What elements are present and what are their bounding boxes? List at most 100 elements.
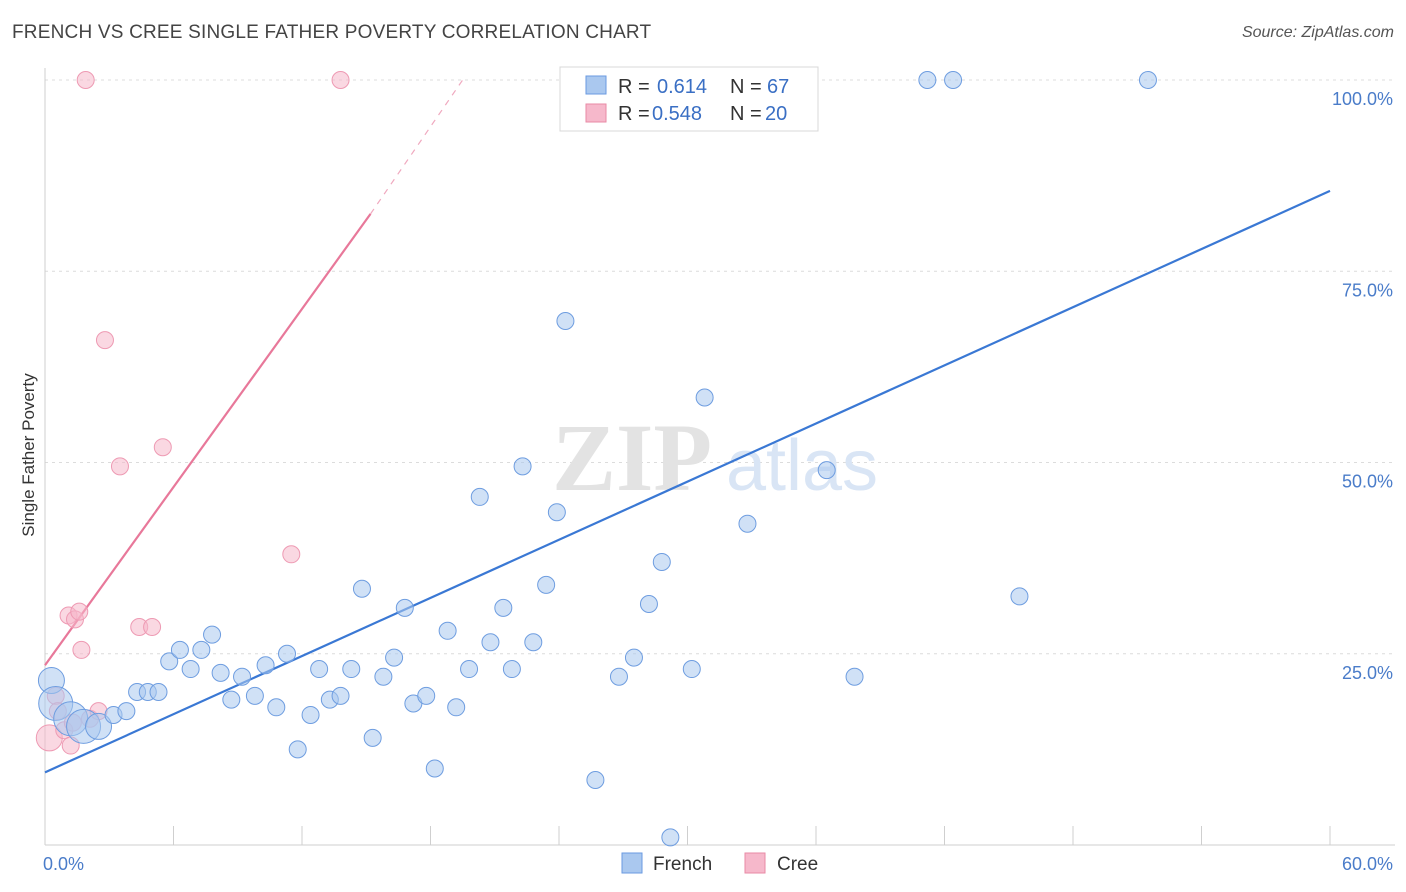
- x-tick-label-1: 60.0%: [1342, 854, 1393, 874]
- top-legend: R = 0.614 N = 67 R = 0.548 N = 20: [559, 66, 819, 132]
- chart-title: FRENCH VS CREE SINGLE FATHER POVERTY COR…: [12, 22, 652, 43]
- french-point-60: [817, 461, 836, 480]
- y-axis-title: Single Father Poverty: [19, 373, 38, 537]
- bottom-legend-french-label: French: [653, 854, 712, 875]
- french-trend-line: [44, 189, 1331, 774]
- french-point-54: [652, 552, 671, 571]
- french-point-55: [661, 828, 680, 847]
- french-point-29: [363, 728, 382, 747]
- y-tick-label-3: 100.0%: [1332, 89, 1393, 109]
- legend-cree-r-value: 0.548: [652, 103, 702, 125]
- french-point-37: [447, 698, 466, 717]
- french-point-56: [682, 660, 701, 679]
- french-point-28: [352, 579, 371, 598]
- french-point-52: [624, 648, 643, 667]
- cree-point-16: [143, 617, 162, 636]
- french-point-24: [310, 660, 329, 679]
- french-point-23: [301, 705, 320, 724]
- y-tick-label-0: 25.0%: [1342, 663, 1393, 683]
- y-tick-labels: 25.0% 50.0% 75.0% 100.0%: [1332, 89, 1393, 683]
- french-point-41: [494, 598, 513, 617]
- french-point-17: [233, 667, 252, 686]
- french-point-13: [192, 640, 211, 659]
- french-point-39: [470, 487, 489, 506]
- y-tick-label-1: 50.0%: [1342, 472, 1393, 492]
- french-point-27: [342, 660, 361, 679]
- grid-lines: [45, 79, 1395, 655]
- legend-cree-n-label: N =: [730, 103, 762, 125]
- french-point-49: [586, 770, 605, 789]
- french-point-47: [556, 311, 575, 330]
- french-point-57: [695, 388, 714, 407]
- cree-point-18: [282, 545, 301, 564]
- legend-french-n-value: 67: [767, 76, 789, 98]
- x-tick-label-0: 0.0%: [43, 854, 84, 874]
- french-point-58: [738, 514, 757, 533]
- french-point-32: [395, 598, 414, 617]
- axes: [44, 68, 1395, 846]
- french-point-51: [609, 667, 628, 686]
- watermark: ZIP atlas: [552, 404, 878, 511]
- bottom-legend-cree-swatch: [744, 852, 766, 874]
- cree-trend-line: [44, 213, 372, 666]
- cree-point-14: [110, 457, 129, 476]
- french-point-18: [245, 686, 264, 705]
- french-point-34: [417, 686, 436, 705]
- french-point-64: [1010, 587, 1029, 606]
- cree-point-19: [331, 71, 350, 89]
- french-point-35: [425, 759, 444, 778]
- french-point-36: [438, 621, 457, 640]
- french-point-53: [639, 595, 658, 614]
- cree-point-10: [76, 71, 95, 89]
- cree-point-8: [70, 602, 89, 621]
- legend-french-r-value: 0.614: [657, 76, 707, 98]
- french-point-30: [374, 667, 393, 686]
- french-point-44: [524, 633, 543, 652]
- french-point-31: [385, 648, 404, 667]
- french-point-42: [502, 660, 521, 679]
- french-point-20: [267, 698, 286, 717]
- french-point-38: [460, 660, 479, 679]
- french-point-43: [513, 457, 532, 476]
- french-point-15: [211, 663, 230, 682]
- watermark-atlas: atlas: [726, 426, 878, 506]
- legend-cree-n-value: 20: [765, 103, 787, 125]
- cree-point-9: [72, 640, 91, 659]
- cree-point-13: [95, 331, 114, 350]
- french-point-12: [181, 660, 200, 679]
- french-point-26: [331, 686, 350, 705]
- watermark-zip: ZIP: [552, 404, 712, 511]
- trend-lines: [44, 79, 1331, 774]
- french-point-21: [278, 644, 297, 663]
- french-point-46: [547, 503, 566, 522]
- french-point-62: [918, 71, 937, 89]
- bottom-legend-french-swatch: [621, 852, 643, 874]
- french-point-45: [537, 575, 556, 594]
- french-point-4: [85, 712, 113, 740]
- legend-french-r-label: R =: [618, 76, 650, 98]
- legend-french-n-label: N =: [730, 76, 762, 98]
- x-tick-labels: 0.0% 60.0%: [43, 854, 1393, 874]
- french-point-63: [944, 71, 963, 89]
- cree-trend-extension: [370, 79, 464, 215]
- french-point-65: [1138, 71, 1157, 89]
- french-point-14: [203, 625, 222, 644]
- bottom-legend: French Cree: [621, 852, 818, 875]
- french-point-40: [481, 633, 500, 652]
- french-points: [37, 71, 1157, 847]
- french-point-16: [222, 690, 241, 709]
- y-tick-label-2: 75.0%: [1342, 280, 1393, 300]
- legend-french-swatch: [585, 75, 607, 95]
- french-point-10: [160, 652, 179, 671]
- bottom-legend-cree-label: Cree: [777, 854, 818, 875]
- french-point-11: [170, 640, 189, 659]
- legend-cree-swatch: [585, 103, 607, 123]
- french-point-19: [256, 656, 275, 675]
- legend-cree-r-label: R =: [618, 103, 650, 125]
- french-point-61: [845, 667, 864, 686]
- french-point-9: [149, 683, 168, 701]
- cree-point-17: [153, 438, 172, 457]
- french-point-6: [117, 702, 136, 721]
- source-credit: Source: ZipAtlas.com: [1241, 24, 1394, 41]
